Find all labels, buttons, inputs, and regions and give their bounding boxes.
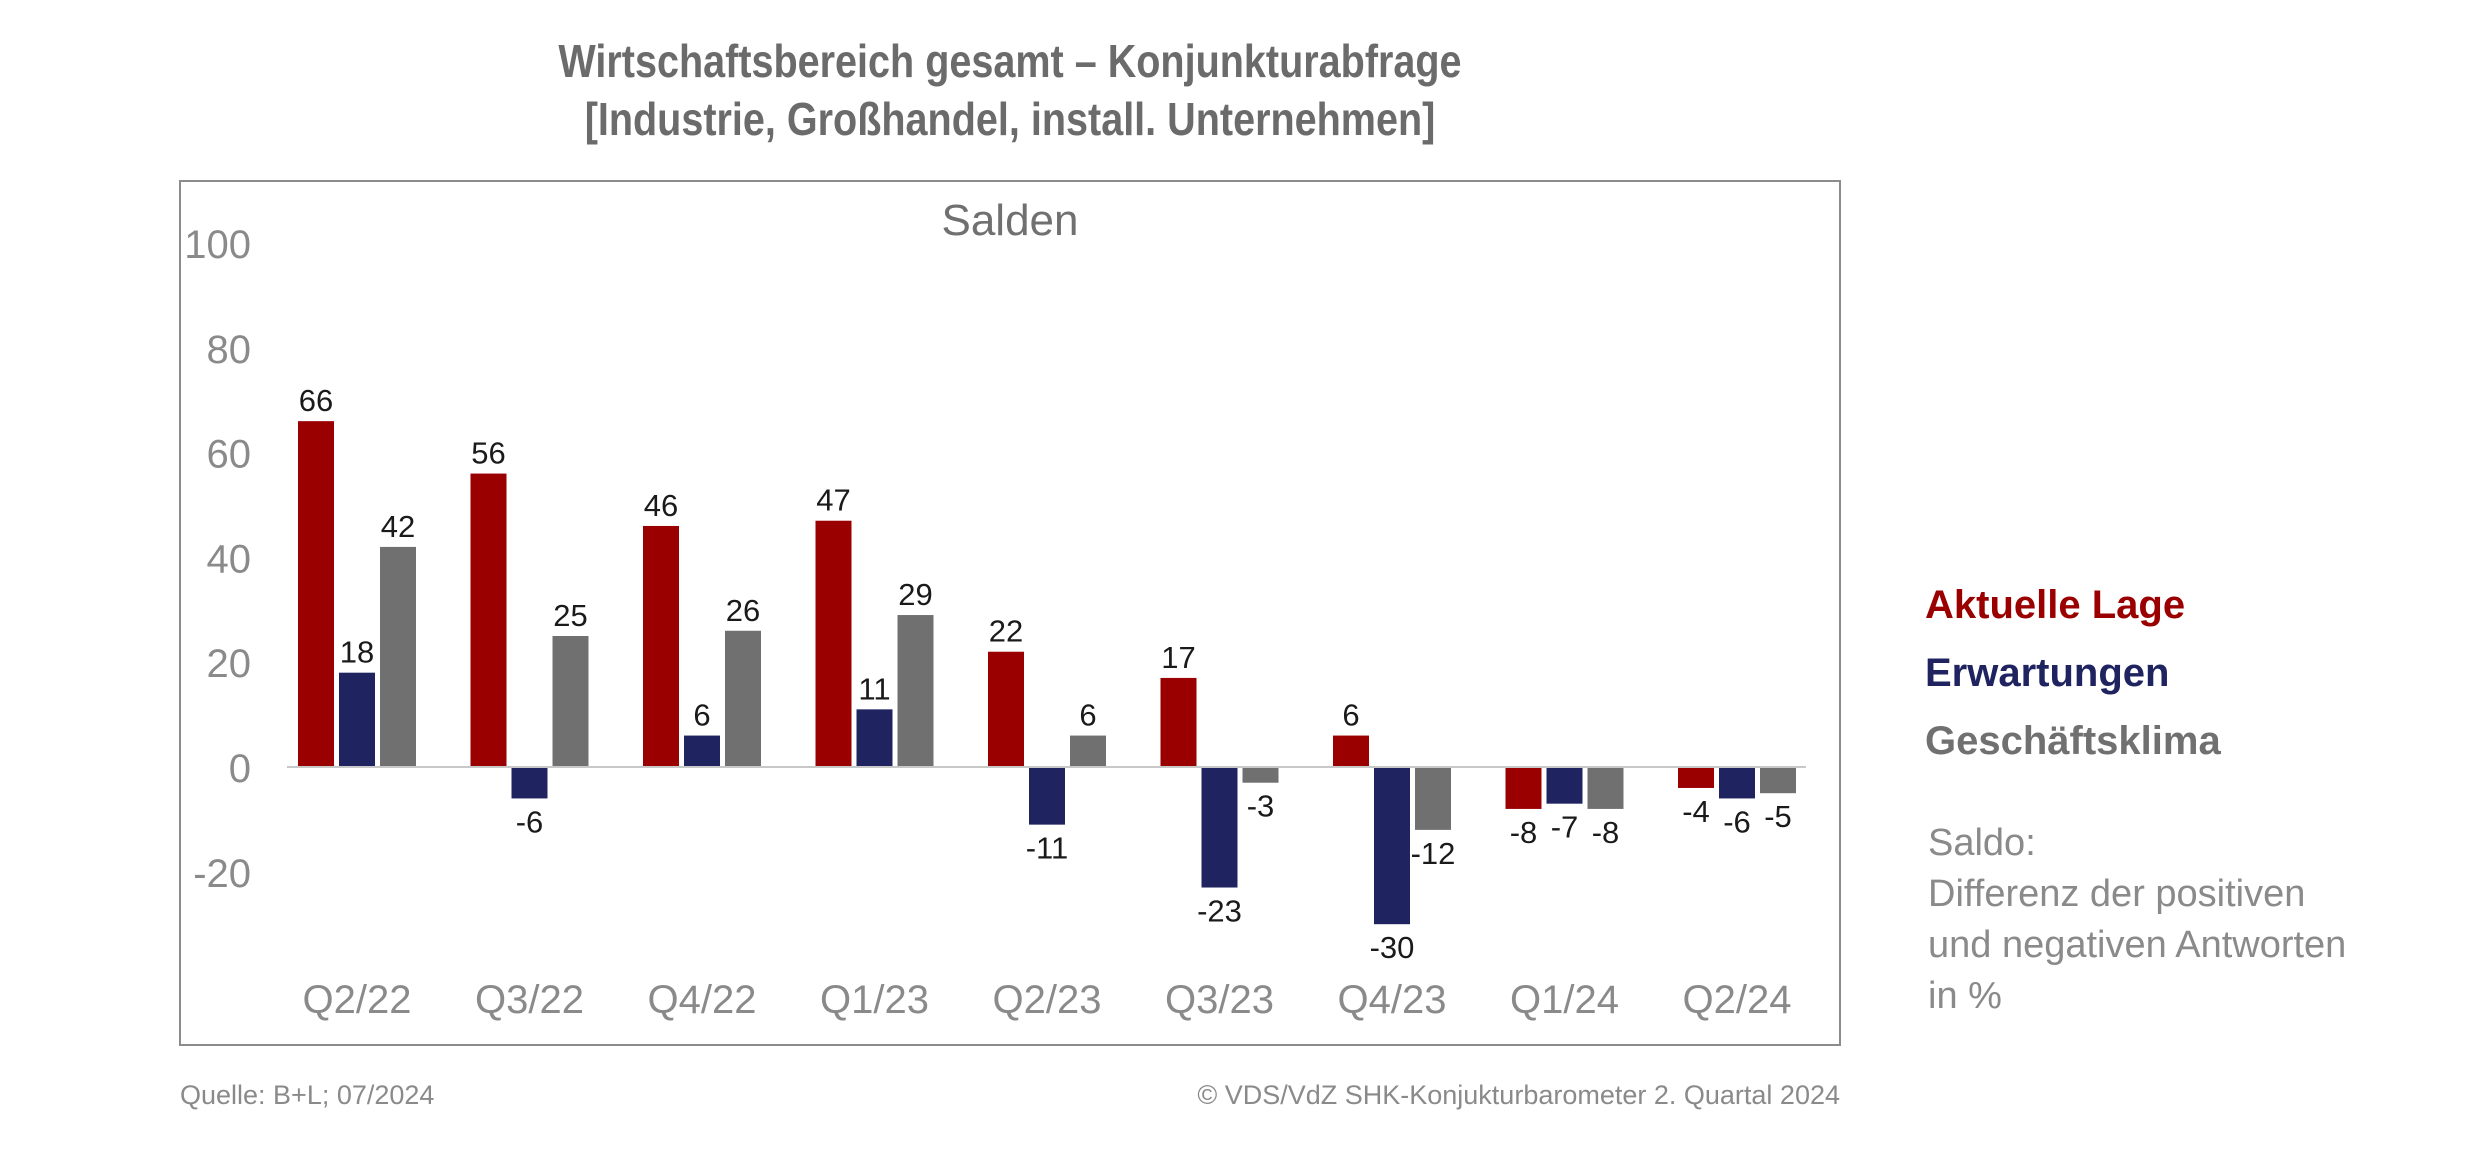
bars <box>298 421 1796 925</box>
bar-aktuelle-lage-Q3-22 <box>470 473 507 767</box>
bar-aktuelle-lage-Q2-22 <box>298 421 334 767</box>
data-label: -6 <box>1723 804 1751 839</box>
bar-geschäftsklima-Q2-22 <box>380 546 416 767</box>
chart-subtitle: Salden <box>941 196 1078 245</box>
bar-aktuelle-lage-Q3-23 <box>1160 677 1197 767</box>
data-label: 46 <box>644 488 678 523</box>
data-label: 42 <box>381 509 415 544</box>
x-tick-label: Q3/22 <box>475 978 584 1022</box>
data-label: 26 <box>726 593 760 628</box>
y-tick-label: 80 <box>207 328 252 372</box>
data-label: -7 <box>1551 810 1579 845</box>
data-labels: 66 18 42 56 -6 25 46 6 26 47 11 29 22 -11 6 17 -23 -3 6 -30… <box>299 383 1792 965</box>
data-label: -3 <box>1247 789 1275 824</box>
data-label: -6 <box>516 804 544 839</box>
bar-aktuelle-lage-Q4-22 <box>643 525 679 767</box>
x-tick-label: Q2/24 <box>1683 978 1792 1022</box>
x-tick-label: Q1/23 <box>820 978 929 1022</box>
bar-erwartungen-Q4-22 <box>684 735 720 767</box>
x-tick-label: Q4/22 <box>648 978 757 1022</box>
x-tick-label: Q4/23 <box>1338 978 1447 1022</box>
bar-erwartungen-Q3-22 <box>511 767 548 799</box>
x-tick-label: Q2/22 <box>303 978 412 1022</box>
bar-geschäftsklima-Q1-23 <box>897 615 934 767</box>
note-line-2: Differenz der positiven <box>1928 873 2306 915</box>
y-tick-label: 60 <box>207 433 252 477</box>
data-label: 47 <box>816 483 850 518</box>
bar-aktuelle-lage-Q2-24 <box>1678 767 1714 788</box>
data-label: 6 <box>693 698 710 733</box>
bar-aktuelle-lage-Q2-23 <box>988 651 1024 767</box>
note-line-1: Saldo: <box>1928 822 2036 864</box>
y-tick-label: -20 <box>193 852 251 896</box>
bar-erwartungen-Q3-23 <box>1201 767 1238 888</box>
source-note: Quelle: B+L; 07/2024 <box>180 1080 435 1110</box>
bar-geschäftsklima-Q2-24 <box>1760 767 1796 794</box>
y-tick-label: 20 <box>207 642 252 686</box>
data-label: 56 <box>471 436 505 471</box>
note-line-4: in % <box>1928 975 2002 1017</box>
data-label: 18 <box>340 635 374 670</box>
data-label: -4 <box>1682 794 1710 829</box>
data-label: -8 <box>1510 815 1538 850</box>
bar-erwartungen-Q1-23 <box>856 709 893 767</box>
data-label: 25 <box>553 598 587 633</box>
x-axis-ticks: Q2/22 Q3/22 Q4/22 Q1/23 Q2/23 Q3/23 Q4/23 Q1/24… <box>303 978 1792 1022</box>
bar-erwartungen-Q2-23 <box>1029 767 1065 825</box>
bar-geschäftsklima-Q3-23 <box>1242 767 1279 783</box>
bar-geschäftsklima-Q3-22 <box>552 636 589 767</box>
data-label: 17 <box>1161 640 1195 675</box>
copyright-note: © VDS/VdZ SHK-Konjukturbarometer 2. Quar… <box>1197 1080 1840 1110</box>
data-label: 22 <box>989 614 1023 649</box>
data-label: -30 <box>1370 930 1415 965</box>
data-label: 29 <box>898 577 932 612</box>
bar-aktuelle-lage-Q1-23 <box>815 520 852 767</box>
data-label: 6 <box>1079 698 1096 733</box>
data-label: -23 <box>1197 894 1242 929</box>
note-line-3: und negativen Antworten <box>1928 924 2347 966</box>
data-label: -8 <box>1592 815 1620 850</box>
x-tick-label: Q2/23 <box>993 978 1102 1022</box>
plot-frame <box>179 180 1841 1046</box>
data-label: -12 <box>1411 836 1456 871</box>
legend-geschaeftsklima: Geschäftsklima <box>1925 719 2221 763</box>
bar-geschäftsklima-Q4-22 <box>725 630 761 767</box>
chart-title-line-2: [Industrie, Großhandel, install. Unterne… <box>584 93 1436 145</box>
y-tick-label: 0 <box>229 747 251 791</box>
y-tick-label: 40 <box>207 537 252 581</box>
x-tick-label: Q3/23 <box>1165 978 1274 1022</box>
legend-erwartungen: Erwartungen <box>1925 651 2170 695</box>
bar-geschäftsklima-Q2-23 <box>1070 735 1106 767</box>
bar-geschäftsklima-Q1-24 <box>1587 767 1624 809</box>
chart-title-line-1: Wirtschaftsbereich gesamt – Konjunkturab… <box>558 35 1462 87</box>
data-label: -11 <box>1026 831 1069 866</box>
bar-erwartungen-Q2-24 <box>1719 767 1755 799</box>
y-tick-label: 100 <box>184 223 251 267</box>
chart-title: Wirtschaftsbereich gesamt – Konjunkturab… <box>296 32 1724 148</box>
y-axis-ticks: 100 80 60 40 20 0 -20 <box>184 223 251 896</box>
bar-aktuelle-lage-Q1-24 <box>1505 767 1542 809</box>
bar-aktuelle-lage-Q4-23 <box>1333 735 1369 767</box>
bar-erwartungen-Q1-24 <box>1546 767 1583 804</box>
data-label: 66 <box>299 383 333 418</box>
bar-erwartungen-Q4-23 <box>1374 767 1410 925</box>
data-label: 6 <box>1342 698 1359 733</box>
data-label: -5 <box>1764 799 1792 834</box>
bar-geschäftsklima-Q4-23 <box>1415 767 1451 830</box>
legend-aktuelle-lage: Aktuelle Lage <box>1925 583 2186 627</box>
data-label: 11 <box>858 671 890 706</box>
bar-erwartungen-Q2-22 <box>339 672 375 767</box>
saldo-note: Saldo: Differenz der positiven und negat… <box>1928 818 2448 1022</box>
x-tick-label: Q1/24 <box>1510 978 1619 1022</box>
